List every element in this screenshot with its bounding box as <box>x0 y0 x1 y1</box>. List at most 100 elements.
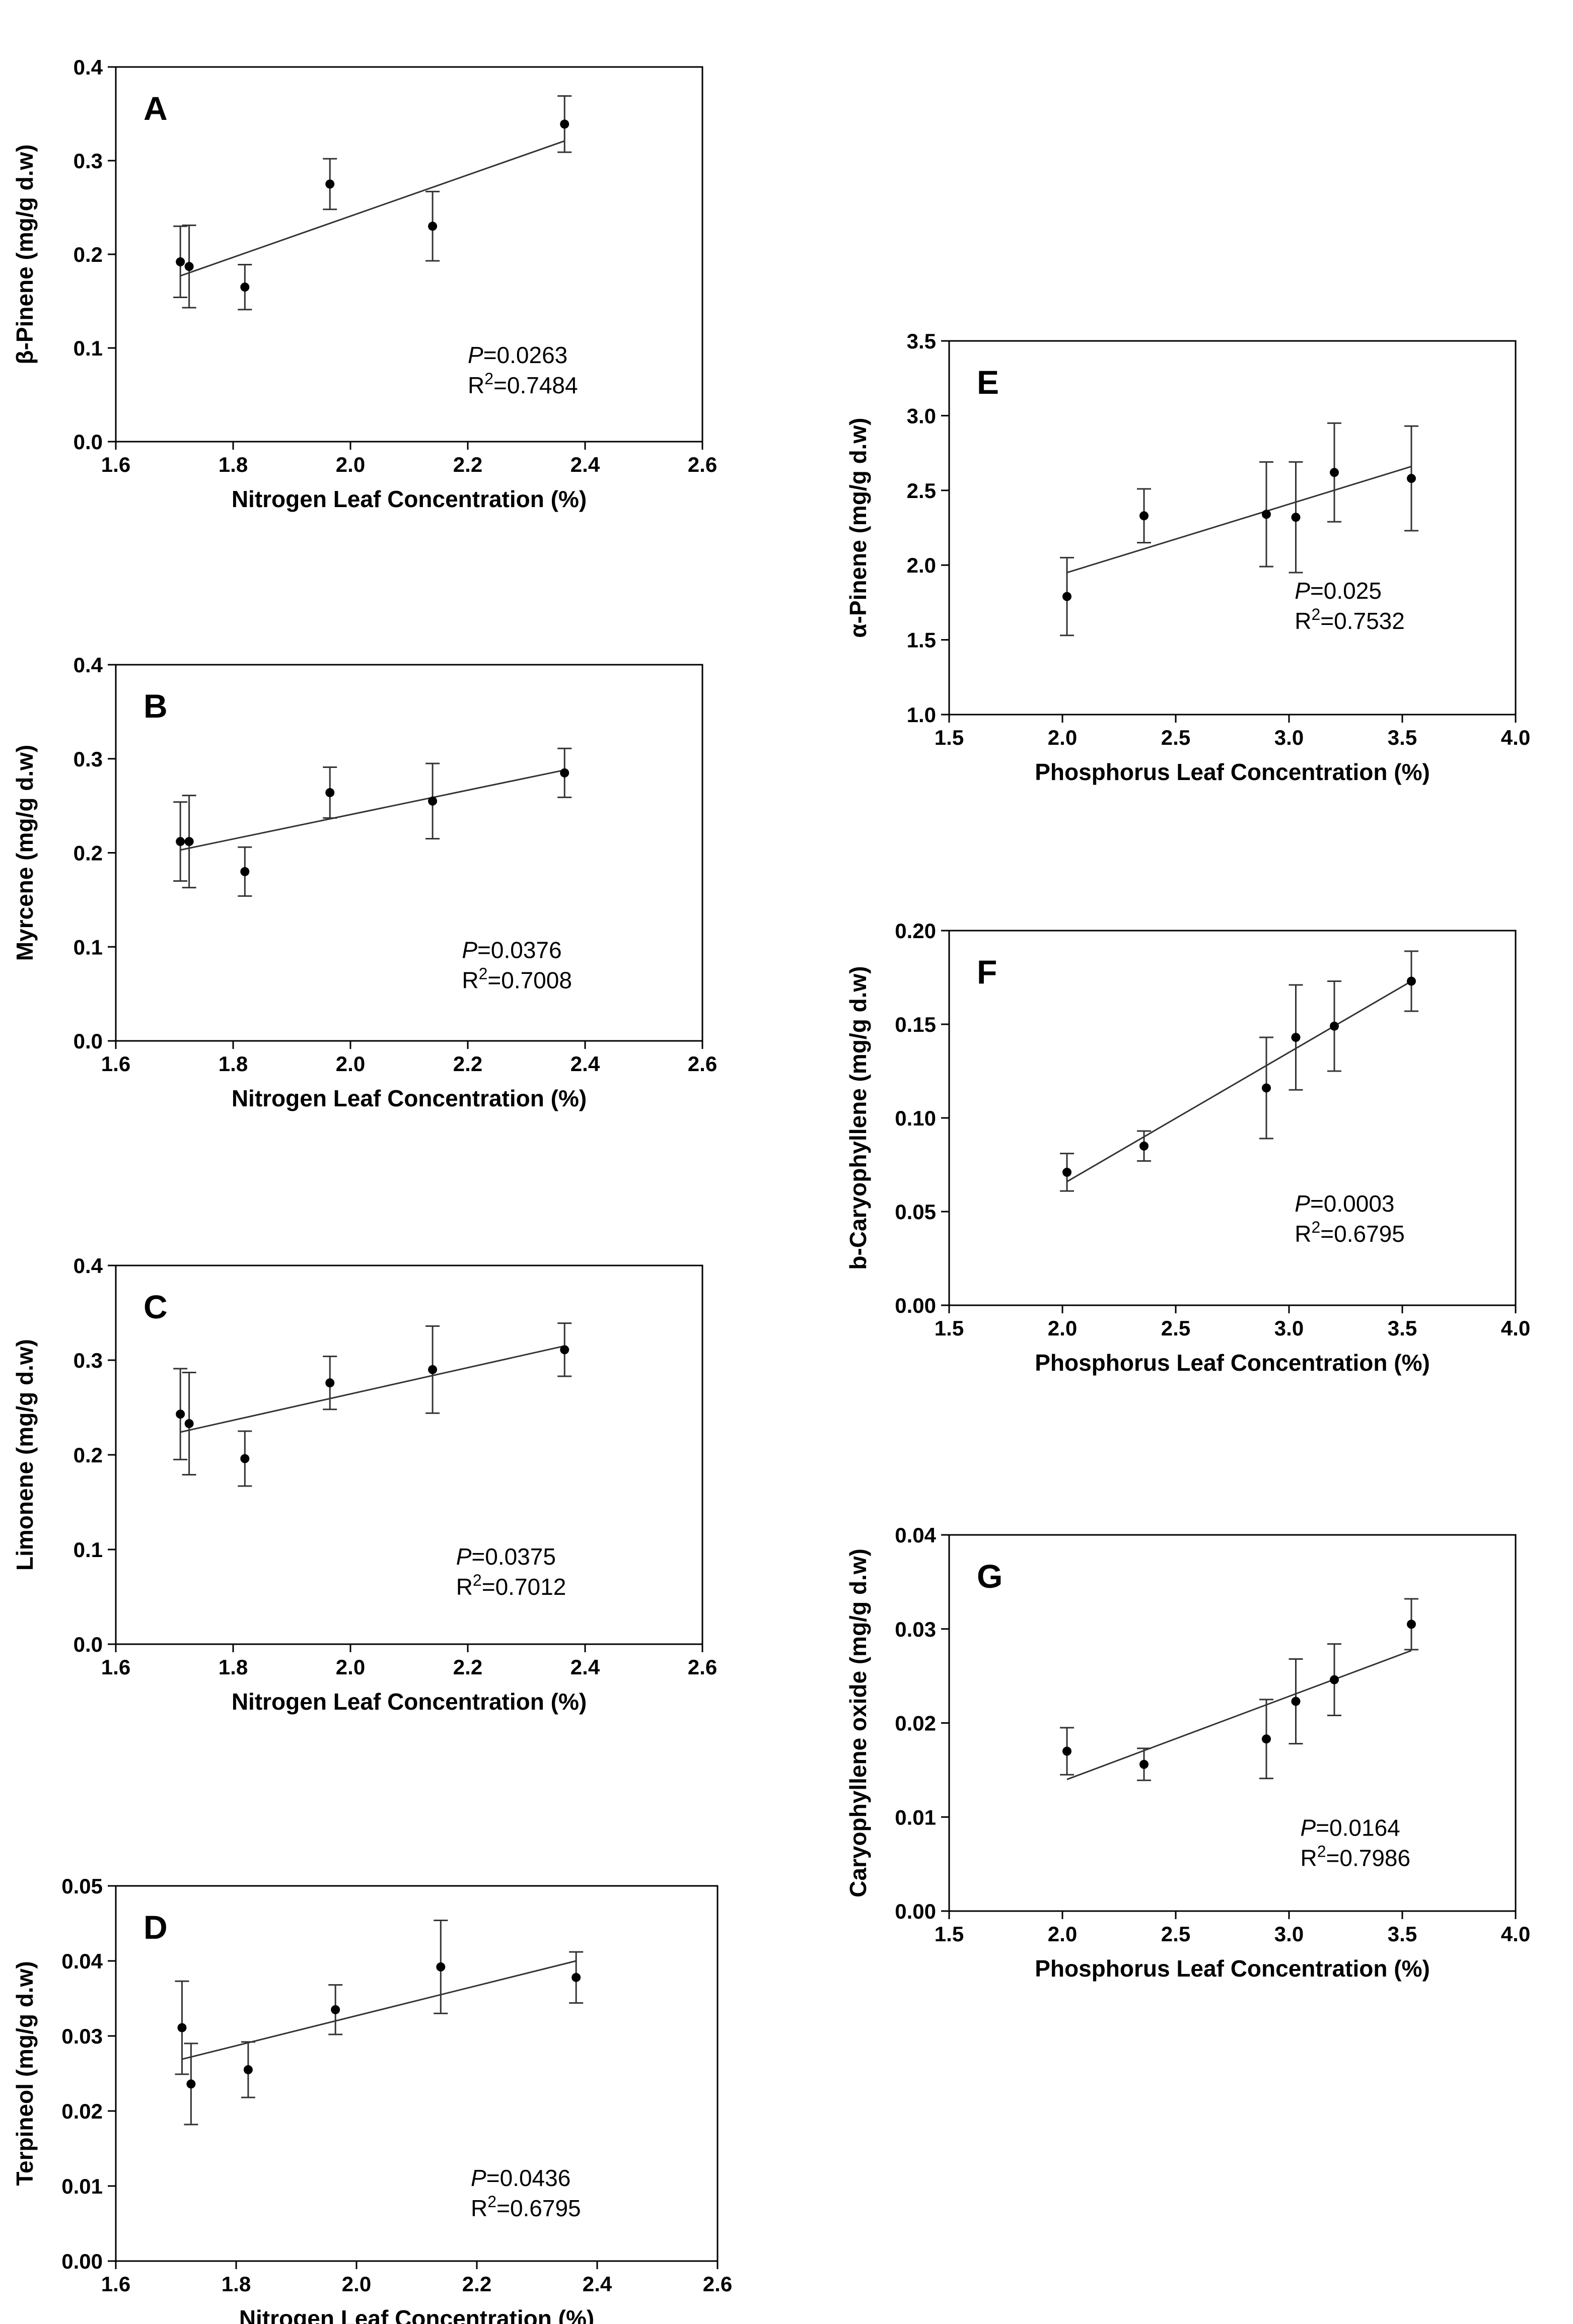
panel-letter: B <box>144 687 168 725</box>
x-axis-title: Nitrogen Leaf Concentration (%) <box>239 2305 594 2324</box>
panel-letter: G <box>977 1558 1003 1595</box>
r-squared-text: R2=0.7532 <box>1295 605 1405 634</box>
y-tick-label: 0.01 <box>895 1805 936 1829</box>
x-tick-label: 2.4 <box>570 453 600 476</box>
data-point <box>176 837 185 847</box>
data-point <box>240 867 250 876</box>
panel-f: 1.5 2.0 2.5 3.0 3.5 4.0 0.00 0.05 0.10 0.15 0.20 Ph… <box>845 919 1530 1376</box>
r2-label: R <box>471 2195 487 2221</box>
y-tick-label: 0.2 <box>74 841 103 865</box>
p-value: =0.0376 <box>477 937 562 963</box>
p-label: P <box>1295 1190 1310 1217</box>
r2-superscript: 2 <box>484 370 493 388</box>
r2-superscript: 2 <box>1317 1843 1326 1861</box>
x-axis-title: Nitrogen Leaf Concentration (%) <box>232 1688 587 1715</box>
x-axis-title: Phosphorus Leaf Concentration (%) <box>1035 1350 1430 1376</box>
x-tick-label: 2.2 <box>453 453 482 476</box>
p-label: P <box>456 1543 472 1570</box>
x-tick-label: 1.5 <box>935 1316 964 1340</box>
data-point <box>325 788 335 797</box>
y-tick-label: 0.2 <box>74 1443 103 1467</box>
data-point <box>436 1962 446 1971</box>
p-value: =0.0164 <box>1316 1815 1400 1841</box>
r-squared-text: R2=0.7012 <box>456 1571 566 1600</box>
y-tick-label: 0.10 <box>895 1106 936 1130</box>
r2-label: R <box>468 372 484 398</box>
x-tick-label: 4.0 <box>1501 1922 1530 1946</box>
y-tick-label: 0.00 <box>895 1294 936 1317</box>
y-axis-title: α-Pinene (mg/g d.w) <box>845 417 871 638</box>
data-point <box>325 179 335 189</box>
y-tick-label: 0.05 <box>61 1874 103 1898</box>
y-tick-label: 0.01 <box>61 2174 103 2198</box>
x-tick-label: 1.8 <box>219 453 248 476</box>
y-tick-label: 2.0 <box>907 553 936 577</box>
p-value-text: P=0.0003 <box>1295 1190 1394 1217</box>
data-point <box>240 283 250 292</box>
data-point <box>184 837 194 847</box>
data-point <box>186 2079 196 2089</box>
r2-value: =0.6795 <box>496 2195 581 2221</box>
x-tick-label: 2.6 <box>703 2272 732 2296</box>
r2-superscript: 2 <box>487 2193 496 2211</box>
y-tick-label: 0.03 <box>895 1617 936 1641</box>
p-value: =0.0436 <box>486 2165 571 2191</box>
y-tick-label: 0.02 <box>895 1712 936 1735</box>
r2-superscript: 2 <box>1311 605 1320 623</box>
data-point <box>1291 1697 1301 1706</box>
y-tick-label: 2.5 <box>907 479 936 503</box>
y-tick-label: 0.0 <box>74 1029 103 1053</box>
y-tick-label: 3.0 <box>907 404 936 428</box>
r2-value: =0.7532 <box>1320 608 1405 634</box>
data-point <box>428 222 438 231</box>
data-point <box>1262 510 1271 519</box>
r-squared-text: R2=0.7484 <box>468 370 578 398</box>
data-point <box>177 2023 187 2032</box>
p-value: =0.0003 <box>1310 1190 1395 1217</box>
y-tick-label: 0.03 <box>61 2024 103 2048</box>
x-tick-label: 3.5 <box>1388 1922 1417 1946</box>
r2-superscript: 2 <box>1311 1218 1320 1236</box>
y-tick-label: 0.20 <box>895 919 936 943</box>
x-axis-title: Nitrogen Leaf Concentration (%) <box>232 486 587 512</box>
panel-letter: F <box>977 953 997 991</box>
y-axis-title: Caryophyllene oxide (mg/g d.w) <box>845 1548 871 1897</box>
panel-e: 1.5 2.0 2.5 3.0 3.5 4.01.01.52.02.53.03.5Phos… <box>845 329 1530 785</box>
p-value-text: P=0.025 <box>1295 578 1382 604</box>
r-squared-text: R2=0.6795 <box>471 2193 581 2221</box>
y-tick-label: 0.1 <box>74 935 103 959</box>
x-tick-label: 2.4 <box>583 2272 612 2296</box>
p-label: P <box>468 342 483 368</box>
y-tick-label: 0.3 <box>74 747 103 771</box>
x-tick-label: 2.2 <box>453 1655 482 1679</box>
data-point <box>1262 1083 1271 1093</box>
x-tick-label: 2.5 <box>1161 1316 1190 1340</box>
data-point <box>1407 976 1416 986</box>
panel-letter: A <box>144 90 168 127</box>
regression-line <box>182 1960 577 2060</box>
x-tick-label: 3.5 <box>1388 1316 1417 1340</box>
data-point <box>571 1973 581 1982</box>
y-axis-title: Myrcene (mg/g d.w) <box>12 745 38 961</box>
p-label: P <box>471 2165 486 2191</box>
data-point <box>184 1419 194 1428</box>
r2-value: =0.7986 <box>1326 1845 1411 1871</box>
data-point <box>1062 1746 1071 1756</box>
y-tick-label: 0.4 <box>74 1254 103 1278</box>
x-axis-title: Nitrogen Leaf Concentration (%) <box>232 1085 587 1111</box>
plot-frame <box>948 340 1517 716</box>
y-tick-label: 0.00 <box>61 2249 103 2273</box>
panel-g: 1.5 2.0 2.5 3.0 3.5 4.0 0.00 0.01 0.02 0.03 0.04 Ph… <box>845 1523 1530 1982</box>
plot-frame <box>115 1264 703 1645</box>
p-value: =0.0375 <box>471 1543 556 1570</box>
x-tick-label: 2.0 <box>336 453 365 476</box>
data-point <box>1330 1675 1339 1684</box>
x-tick-label: 2.0 <box>1048 1922 1077 1946</box>
x-tick-label: 1.5 <box>935 1922 964 1946</box>
r2-superscript: 2 <box>473 1571 482 1589</box>
x-tick-label: 4.0 <box>1501 1316 1530 1340</box>
x-tick-label: 2.5 <box>1161 726 1190 749</box>
r2-value: =0.7008 <box>487 967 572 994</box>
y-tick-label: 0.3 <box>74 149 103 173</box>
regression-line <box>180 140 565 277</box>
